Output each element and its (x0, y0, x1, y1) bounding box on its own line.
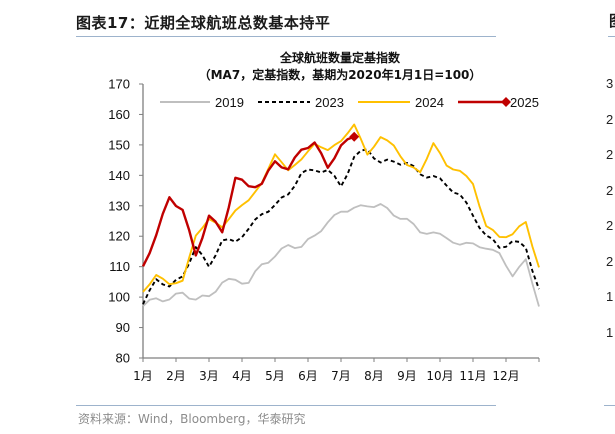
y-tick-label: 90 (116, 320, 130, 335)
legend-label-2019: 2019 (215, 95, 244, 110)
right-panel-ytick-fragment: 2 (606, 218, 614, 233)
y-tick-label: 100 (108, 290, 130, 305)
x-tick-label: 12月 (492, 369, 519, 383)
x-tick-label: 6月 (298, 369, 318, 383)
series-line-2025 (141, 135, 355, 267)
right-panel-ytick-fragment: 2 (606, 147, 614, 162)
x-tick-label: 8月 (364, 369, 384, 383)
x-tick-label: 4月 (232, 369, 252, 383)
footer-divider (76, 405, 496, 406)
legend-label-2023: 2023 (315, 95, 344, 110)
y-tick-label: 130 (108, 198, 130, 213)
y-tick-label: 150 (108, 137, 130, 152)
right-panel-title-fragment: 图 (609, 10, 615, 31)
series-line-2024 (142, 123, 540, 293)
source-note: 资料来源：Wind，Bloomberg，华泰研究 (78, 412, 306, 426)
x-tick-label: 10月 (426, 369, 453, 383)
x-tick-label: 2月 (166, 369, 186, 383)
x-tick-label: 3月 (199, 369, 219, 383)
y-tick-label: 170 (108, 77, 130, 92)
right-panel-header-divider (608, 8, 615, 37)
x-tick-label: 9月 (397, 369, 417, 383)
right-panel-footer-divider (604, 405, 615, 406)
chart-subtitle: （MA7，定基指数，基期为2020年1月1日=100） (198, 68, 482, 82)
right-panel-ytick-fragment: 2 (606, 253, 614, 269)
chart-legend: 2019 2023 2024 2025 (160, 95, 539, 110)
figure-label: 图表17： (76, 14, 145, 32)
x-tick-label: 7月 (331, 369, 351, 383)
x-tick-label: 1月 (133, 369, 153, 383)
figure-header: 图表17：近期全球航班总数基本持平 (76, 8, 496, 37)
right-panel-ytick-fragment: 2 (606, 182, 614, 198)
y-tick-label: 120 (108, 229, 130, 244)
series-line-2023 (142, 148, 540, 305)
chart-title-block: 全球航班数量定基指数 （MA7，定基指数，基期为2020年1月1日=100） (160, 50, 520, 84)
chart-axes: 80 90 100 110 120 130 140 150 160 170 1月 2月 3月 4月 5月 6月… (108, 77, 540, 383)
y-tick-label: 140 (108, 168, 130, 183)
right-panel-ytick-fragment: 1 (606, 324, 614, 340)
series-line-2019 (142, 203, 540, 307)
figure-title-text: 近期全球航班总数基本持平 (144, 14, 331, 32)
chart-series (141, 123, 540, 307)
right-panel-ytick-fragment: 2 (606, 111, 614, 127)
y-tick-label: 110 (109, 259, 130, 274)
x-tick-label: 11月 (459, 369, 486, 383)
y-tick-label: 80 (116, 351, 130, 366)
legend-diamond-marker-icon (501, 97, 511, 107)
x-tick-label: 5月 (265, 369, 285, 383)
y-tick-label: 160 (108, 107, 130, 122)
right-panel-ytick-fragment: 1 (606, 289, 614, 304)
chart-title: 全球航班数量定基指数 (279, 51, 400, 65)
legend-label-2025: 2025 (510, 95, 539, 110)
figure-title: 图表17：近期全球航班总数基本持平 (76, 12, 330, 33)
series-end-diamond-marker (349, 131, 360, 142)
legend-label-2024: 2024 (415, 95, 444, 110)
right-panel-ytick-fragment: 3 (606, 76, 614, 91)
